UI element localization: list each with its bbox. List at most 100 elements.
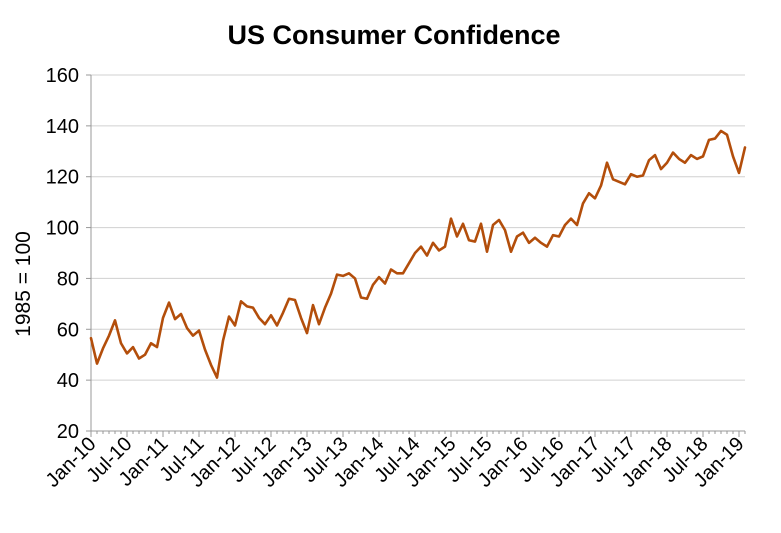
data-point	[576, 224, 578, 226]
data-point	[156, 346, 158, 348]
data-point	[192, 334, 194, 336]
data-point	[288, 298, 290, 300]
data-point	[708, 139, 710, 141]
data-point	[132, 346, 134, 348]
data-point	[486, 251, 488, 253]
data-point	[582, 202, 584, 204]
series-line-consumer-confidence	[89, 129, 747, 379]
data-point	[744, 146, 746, 148]
data-point	[348, 272, 350, 274]
data-point	[420, 245, 422, 247]
data-point	[378, 276, 380, 278]
data-point	[162, 317, 164, 319]
data-point	[300, 317, 302, 319]
data-point	[282, 312, 284, 314]
data-point	[222, 340, 224, 342]
data-point	[738, 172, 740, 174]
data-point	[108, 334, 110, 336]
data-point	[306, 332, 308, 334]
data-point	[180, 313, 182, 315]
data-point	[210, 364, 212, 366]
data-point	[342, 275, 344, 277]
data-point	[444, 245, 446, 247]
y-axis-label: 1985 = 100	[12, 231, 35, 337]
data-point	[540, 242, 542, 244]
data-point	[312, 304, 314, 306]
data-point	[564, 224, 566, 226]
data-point	[504, 229, 506, 231]
data-point	[552, 234, 554, 236]
data-point	[432, 242, 434, 244]
data-point	[234, 324, 236, 326]
y-tick-labels: 20 40 60 80 100 120 140 160	[46, 65, 79, 443]
data-point	[336, 273, 338, 275]
data-point	[570, 217, 572, 219]
data-point	[588, 192, 590, 194]
data-point	[408, 262, 410, 264]
data-point	[186, 327, 188, 329]
data-point	[618, 181, 620, 183]
data-point	[384, 282, 386, 284]
data-point	[528, 242, 530, 244]
data-point	[714, 137, 716, 139]
data-point	[144, 354, 146, 356]
data-point	[558, 235, 560, 237]
data-point	[246, 305, 248, 307]
data-point	[138, 357, 140, 359]
y-tick-label: 120	[46, 167, 79, 189]
data-point	[426, 254, 428, 256]
data-point	[624, 183, 626, 185]
data-point	[468, 239, 470, 241]
data-point	[264, 323, 266, 325]
data-point	[216, 376, 218, 378]
data-point	[354, 277, 356, 279]
gridlines	[91, 74, 745, 381]
y-tick-label: 100	[46, 218, 79, 240]
data-point	[372, 284, 374, 286]
data-point	[612, 178, 614, 180]
data-point	[498, 219, 500, 221]
data-point	[318, 323, 320, 325]
data-point	[324, 306, 326, 308]
data-point	[240, 300, 242, 302]
axes	[86, 74, 746, 437]
data-point	[684, 162, 686, 164]
data-point	[294, 299, 296, 301]
data-point	[366, 298, 368, 300]
data-point	[648, 159, 650, 161]
data-point	[594, 197, 596, 199]
data-point	[204, 348, 206, 350]
series-group	[89, 129, 747, 379]
data-point	[606, 162, 608, 164]
data-point	[90, 337, 92, 339]
data-point	[120, 342, 122, 344]
data-point	[390, 268, 392, 270]
y-tick-label: 80	[57, 268, 79, 290]
y-tick-label: 140	[46, 116, 79, 138]
data-point	[636, 176, 638, 178]
data-point	[726, 134, 728, 136]
data-point	[672, 151, 674, 153]
data-point	[690, 154, 692, 156]
x-tick-labels: Jan-10Jul-10Jan-11Jul-11Jan-12Jul-12Jan-…	[42, 433, 749, 492]
data-point	[732, 155, 734, 157]
data-point	[114, 319, 116, 321]
data-point	[168, 301, 170, 303]
data-point	[276, 324, 278, 326]
data-point	[600, 184, 602, 186]
data-point	[450, 217, 452, 219]
data-point	[510, 251, 512, 253]
data-point	[534, 237, 536, 239]
data-point	[102, 347, 104, 349]
data-point	[330, 292, 332, 294]
data-point	[480, 223, 482, 225]
data-point	[174, 318, 176, 320]
data-point	[360, 296, 362, 298]
y-tick-label: 40	[57, 370, 79, 392]
data-point	[720, 130, 722, 132]
data-point	[522, 231, 524, 233]
data-point	[492, 224, 494, 226]
data-point	[414, 252, 416, 254]
data-point	[546, 245, 548, 247]
